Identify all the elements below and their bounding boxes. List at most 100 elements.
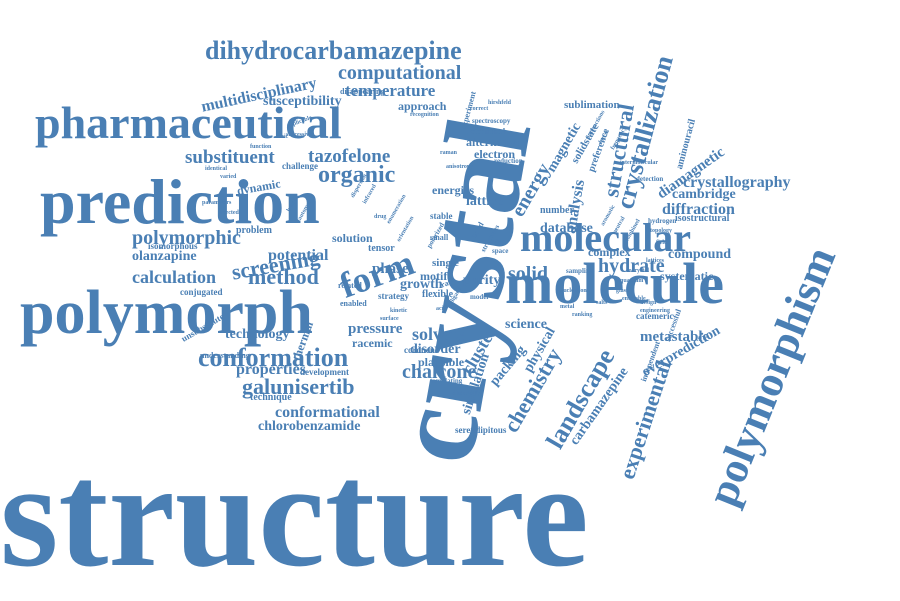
word-engineering: engineering [640, 308, 670, 314]
word-alternative: alternative [466, 135, 522, 149]
word-related: related [338, 281, 362, 290]
word-motif: motif [420, 269, 448, 283]
word-discovery: discovery [452, 389, 481, 397]
word-pharmaceutical: pharmaceutical [35, 97, 342, 148]
word-hydrogen: hydrogen [648, 217, 677, 225]
word-stage: stage [490, 237, 506, 245]
word-prediction: prediction [40, 166, 320, 237]
word-ranking: ranking [572, 312, 593, 318]
word-complex: complex [588, 245, 631, 259]
word-phase: phase [372, 261, 409, 277]
word-molecule: molecule [505, 251, 725, 316]
word-chlorobenzamide: chlorobenzamide [258, 419, 361, 434]
word-isomorphous: isomorphous [148, 241, 198, 251]
word-racemic: racemic [352, 336, 393, 350]
word-electron: electron [474, 147, 516, 161]
word-lattice: lattice [466, 194, 503, 209]
word-quantum: quantum [620, 278, 644, 284]
word-strategy: strategy [378, 291, 409, 301]
word-method: method [248, 264, 319, 289]
word-organic: organic [318, 162, 396, 188]
word-chalcone: chalcone [402, 361, 477, 383]
word-substituent: substituent [185, 147, 275, 168]
word-growth: growth [400, 277, 443, 292]
word-function: function [250, 144, 272, 150]
word-varied: varied [220, 174, 237, 180]
word-correct: correct [470, 106, 489, 112]
word-technology: technology [225, 327, 290, 342]
word-plausible: plausible [418, 355, 465, 369]
word-diffraction: diffraction [662, 201, 735, 218]
word-glass: glass [616, 288, 629, 294]
word-anisotropy: anisotropy [446, 164, 474, 170]
word-olanzapine: olanzapine [132, 249, 197, 264]
word-recognition: recognition [410, 112, 439, 118]
word-directed: directed [218, 210, 239, 216]
word-disorder: disorder [410, 342, 461, 357]
word-reduction: reduction [494, 157, 523, 165]
word-hydrate: hydrate [598, 255, 665, 277]
word-pressure: pressure [348, 321, 403, 337]
word-salts: salts [596, 300, 608, 306]
word-intermolecular: intermolecular [620, 160, 658, 166]
word-design: design [640, 300, 657, 306]
word-kinetic: kinetic [390, 308, 408, 314]
word-tensor: tensor [368, 243, 395, 254]
word-potential: potential [268, 247, 329, 264]
word-successive: successive [286, 132, 312, 138]
word-crystallography: crystallography [683, 174, 791, 191]
word-surface: surface [380, 316, 399, 322]
word-stable: stable [430, 211, 453, 221]
word-space: space [492, 247, 509, 255]
word-polymorphic: polymorphic [132, 227, 241, 249]
word-systematic: systematic [660, 269, 714, 283]
word-development: development [300, 367, 349, 377]
word-ionic: ionic [276, 134, 289, 140]
word-disappearing: disappearing [340, 87, 385, 96]
word-nucleation: nucleation [560, 288, 587, 294]
word-energies: energies [432, 183, 474, 197]
word-number: number [540, 205, 574, 216]
word-field: field [656, 240, 668, 246]
word-properties: properties [236, 361, 306, 378]
word-database: database [540, 221, 593, 236]
word-purity: purity [463, 273, 501, 288]
word-cambridge: cambridge [672, 187, 736, 202]
word-problem: problem [236, 225, 272, 236]
word-molecular: molecular [520, 215, 692, 260]
word-technique: technique [250, 392, 292, 403]
word-conjugated: conjugated [180, 287, 223, 297]
word-identical: identical [205, 166, 227, 172]
word-cocrystal: cocrystal [626, 268, 649, 274]
word-single: single [432, 257, 459, 269]
word-lattices: lattices [646, 258, 664, 264]
word-computational: computational [338, 62, 462, 84]
word-challenge: challenge [282, 161, 318, 171]
word-raman: raman [440, 150, 457, 156]
word-galunisertib: galunisertib [242, 374, 355, 399]
word-dihydrocarbamazepine: dihydrocarbamazepine [205, 36, 462, 65]
word-model: model [470, 293, 489, 301]
word-serendipitous: serendipitous [455, 425, 507, 435]
word-conformational: conformational [275, 404, 380, 421]
word-acid: acid [436, 306, 447, 312]
word-ensemble: ensemble [622, 296, 646, 302]
word-temperature: temperature [345, 81, 436, 100]
word-solid: solid [508, 263, 549, 285]
word-tazofelone: tazofelone [308, 146, 391, 167]
word-templating: templating [430, 377, 463, 385]
word-metastable: metastable [640, 329, 710, 345]
word-parameters: parameters [202, 200, 232, 206]
word-drug: drug [374, 214, 387, 220]
word-flexible: flexible [422, 289, 454, 300]
word-understanding: understanding [200, 351, 250, 360]
word-solution: solution [332, 231, 373, 245]
word-determined: determined [466, 127, 506, 136]
word-calculation: calculation [132, 267, 216, 287]
word-hirshfeld: hirshfeld [488, 100, 512, 106]
word-susceptibility: susceptibility [263, 94, 342, 109]
word-isostructural: isostructural [675, 213, 730, 224]
word-detection: detection [636, 175, 664, 183]
word-spectroscopy: spectroscopy [472, 117, 511, 125]
